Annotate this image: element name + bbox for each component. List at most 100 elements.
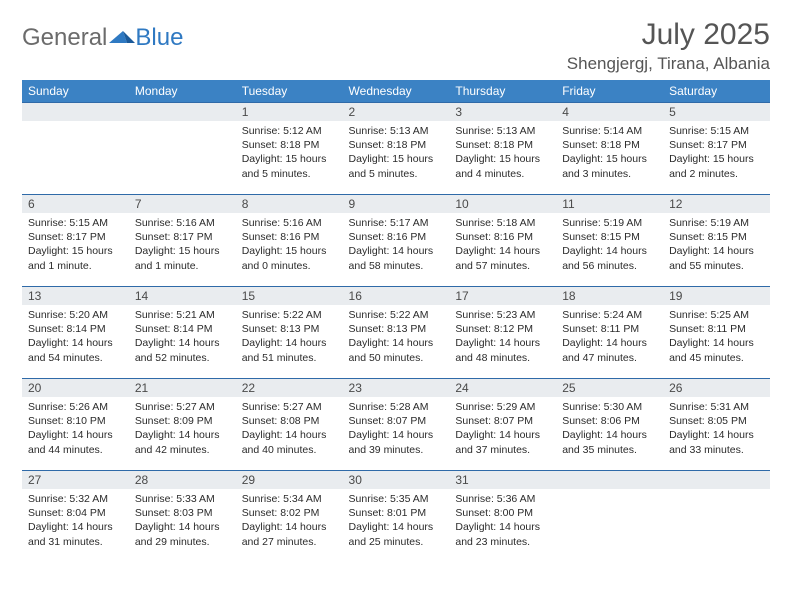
calendar-row: 20Sunrise: 5:26 AMSunset: 8:10 PMDayligh… — [22, 379, 770, 471]
day-details: Sunrise: 5:19 AMSunset: 8:15 PMDaylight:… — [663, 213, 770, 277]
calendar-cell: 27Sunrise: 5:32 AMSunset: 8:04 PMDayligh… — [22, 471, 129, 563]
day-number: 6 — [22, 195, 129, 213]
day-details: Sunrise: 5:31 AMSunset: 8:05 PMDaylight:… — [663, 397, 770, 461]
day-header: Wednesday — [343, 80, 450, 103]
calendar-cell: 30Sunrise: 5:35 AMSunset: 8:01 PMDayligh… — [343, 471, 450, 563]
day-details: Sunrise: 5:21 AMSunset: 8:14 PMDaylight:… — [129, 305, 236, 369]
calendar-row: 13Sunrise: 5:20 AMSunset: 8:14 PMDayligh… — [22, 287, 770, 379]
day-number: 8 — [236, 195, 343, 213]
day-details: Sunrise: 5:30 AMSunset: 8:06 PMDaylight:… — [556, 397, 663, 461]
day-header: Thursday — [449, 80, 556, 103]
calendar-cell: 25Sunrise: 5:30 AMSunset: 8:06 PMDayligh… — [556, 379, 663, 471]
day-details: Sunrise: 5:33 AMSunset: 8:03 PMDaylight:… — [129, 489, 236, 553]
calendar-cell: 1Sunrise: 5:12 AMSunset: 8:18 PMDaylight… — [236, 103, 343, 195]
calendar-cell: 13Sunrise: 5:20 AMSunset: 8:14 PMDayligh… — [22, 287, 129, 379]
calendar-cell: 15Sunrise: 5:22 AMSunset: 8:13 PMDayligh… — [236, 287, 343, 379]
day-details: Sunrise: 5:23 AMSunset: 8:12 PMDaylight:… — [449, 305, 556, 369]
calendar-cell: 8Sunrise: 5:16 AMSunset: 8:16 PMDaylight… — [236, 195, 343, 287]
calendar-cell: 24Sunrise: 5:29 AMSunset: 8:07 PMDayligh… — [449, 379, 556, 471]
calendar-cell: 20Sunrise: 5:26 AMSunset: 8:10 PMDayligh… — [22, 379, 129, 471]
calendar-cell: 4Sunrise: 5:14 AMSunset: 8:18 PMDaylight… — [556, 103, 663, 195]
day-header: Friday — [556, 80, 663, 103]
day-details: Sunrise: 5:29 AMSunset: 8:07 PMDaylight:… — [449, 397, 556, 461]
day-number: 31 — [449, 471, 556, 489]
calendar-cell: 22Sunrise: 5:27 AMSunset: 8:08 PMDayligh… — [236, 379, 343, 471]
day-number: 29 — [236, 471, 343, 489]
calendar-cell: 6Sunrise: 5:15 AMSunset: 8:17 PMDaylight… — [22, 195, 129, 287]
day-number: 19 — [663, 287, 770, 305]
day-details: Sunrise: 5:36 AMSunset: 8:00 PMDaylight:… — [449, 489, 556, 553]
day-number: 30 — [343, 471, 450, 489]
calendar-cell: 16Sunrise: 5:22 AMSunset: 8:13 PMDayligh… — [343, 287, 450, 379]
day-number-empty — [129, 103, 236, 121]
calendar-row: 6Sunrise: 5:15 AMSunset: 8:17 PMDaylight… — [22, 195, 770, 287]
calendar-cell-empty — [556, 471, 663, 563]
calendar-cell-empty — [663, 471, 770, 563]
day-details: Sunrise: 5:27 AMSunset: 8:08 PMDaylight:… — [236, 397, 343, 461]
day-details: Sunrise: 5:35 AMSunset: 8:01 PMDaylight:… — [343, 489, 450, 553]
day-details: Sunrise: 5:24 AMSunset: 8:11 PMDaylight:… — [556, 305, 663, 369]
day-number: 15 — [236, 287, 343, 305]
day-number: 11 — [556, 195, 663, 213]
calendar-cell-empty — [22, 103, 129, 195]
month-title: July 2025 — [567, 18, 770, 52]
day-number: 26 — [663, 379, 770, 397]
day-details: Sunrise: 5:19 AMSunset: 8:15 PMDaylight:… — [556, 213, 663, 277]
day-details: Sunrise: 5:22 AMSunset: 8:13 PMDaylight:… — [236, 305, 343, 369]
day-number: 5 — [663, 103, 770, 121]
day-header: Monday — [129, 80, 236, 103]
day-number-empty — [663, 471, 770, 489]
logo-text-general: General — [22, 24, 107, 52]
day-details: Sunrise: 5:15 AMSunset: 8:17 PMDaylight:… — [22, 213, 129, 277]
day-header: Saturday — [663, 80, 770, 103]
day-number: 7 — [129, 195, 236, 213]
calendar-row: 27Sunrise: 5:32 AMSunset: 8:04 PMDayligh… — [22, 471, 770, 563]
day-number: 13 — [22, 287, 129, 305]
calendar-cell: 29Sunrise: 5:34 AMSunset: 8:02 PMDayligh… — [236, 471, 343, 563]
day-number: 10 — [449, 195, 556, 213]
calendar-cell: 17Sunrise: 5:23 AMSunset: 8:12 PMDayligh… — [449, 287, 556, 379]
day-details: Sunrise: 5:34 AMSunset: 8:02 PMDaylight:… — [236, 489, 343, 553]
calendar-cell: 19Sunrise: 5:25 AMSunset: 8:11 PMDayligh… — [663, 287, 770, 379]
calendar-cell: 21Sunrise: 5:27 AMSunset: 8:09 PMDayligh… — [129, 379, 236, 471]
day-number: 17 — [449, 287, 556, 305]
calendar-cell: 11Sunrise: 5:19 AMSunset: 8:15 PMDayligh… — [556, 195, 663, 287]
day-number: 20 — [22, 379, 129, 397]
day-number: 2 — [343, 103, 450, 121]
day-details: Sunrise: 5:27 AMSunset: 8:09 PMDaylight:… — [129, 397, 236, 461]
day-number: 1 — [236, 103, 343, 121]
day-number-empty — [22, 103, 129, 121]
day-number: 16 — [343, 287, 450, 305]
logo: General Blue — [22, 18, 183, 52]
day-details: Sunrise: 5:16 AMSunset: 8:17 PMDaylight:… — [129, 213, 236, 277]
day-number: 21 — [129, 379, 236, 397]
calendar-table: SundayMondayTuesdayWednesdayThursdayFrid… — [22, 80, 770, 563]
day-header: Sunday — [22, 80, 129, 103]
calendar-cell: 2Sunrise: 5:13 AMSunset: 8:18 PMDaylight… — [343, 103, 450, 195]
day-details: Sunrise: 5:13 AMSunset: 8:18 PMDaylight:… — [343, 121, 450, 185]
calendar-cell: 12Sunrise: 5:19 AMSunset: 8:15 PMDayligh… — [663, 195, 770, 287]
calendar-cell: 18Sunrise: 5:24 AMSunset: 8:11 PMDayligh… — [556, 287, 663, 379]
calendar-cell: 14Sunrise: 5:21 AMSunset: 8:14 PMDayligh… — [129, 287, 236, 379]
day-number: 28 — [129, 471, 236, 489]
calendar-cell: 5Sunrise: 5:15 AMSunset: 8:17 PMDaylight… — [663, 103, 770, 195]
day-details: Sunrise: 5:14 AMSunset: 8:18 PMDaylight:… — [556, 121, 663, 185]
location-text: Shengjergj, Tirana, Albania — [567, 54, 770, 74]
calendar-header-row: SundayMondayTuesdayWednesdayThursdayFrid… — [22, 80, 770, 103]
day-details: Sunrise: 5:32 AMSunset: 8:04 PMDaylight:… — [22, 489, 129, 553]
day-number: 9 — [343, 195, 450, 213]
day-details: Sunrise: 5:15 AMSunset: 8:17 PMDaylight:… — [663, 121, 770, 185]
day-number: 27 — [22, 471, 129, 489]
logo-text-blue: Blue — [135, 24, 183, 52]
day-number: 18 — [556, 287, 663, 305]
calendar-cell-empty — [129, 103, 236, 195]
calendar-cell: 31Sunrise: 5:36 AMSunset: 8:00 PMDayligh… — [449, 471, 556, 563]
calendar-cell: 23Sunrise: 5:28 AMSunset: 8:07 PMDayligh… — [343, 379, 450, 471]
day-details: Sunrise: 5:25 AMSunset: 8:11 PMDaylight:… — [663, 305, 770, 369]
calendar-cell: 28Sunrise: 5:33 AMSunset: 8:03 PMDayligh… — [129, 471, 236, 563]
day-details: Sunrise: 5:22 AMSunset: 8:13 PMDaylight:… — [343, 305, 450, 369]
calendar-body: 1Sunrise: 5:12 AMSunset: 8:18 PMDaylight… — [22, 103, 770, 563]
day-number: 25 — [556, 379, 663, 397]
day-details: Sunrise: 5:13 AMSunset: 8:18 PMDaylight:… — [449, 121, 556, 185]
calendar-row: 1Sunrise: 5:12 AMSunset: 8:18 PMDaylight… — [22, 103, 770, 195]
